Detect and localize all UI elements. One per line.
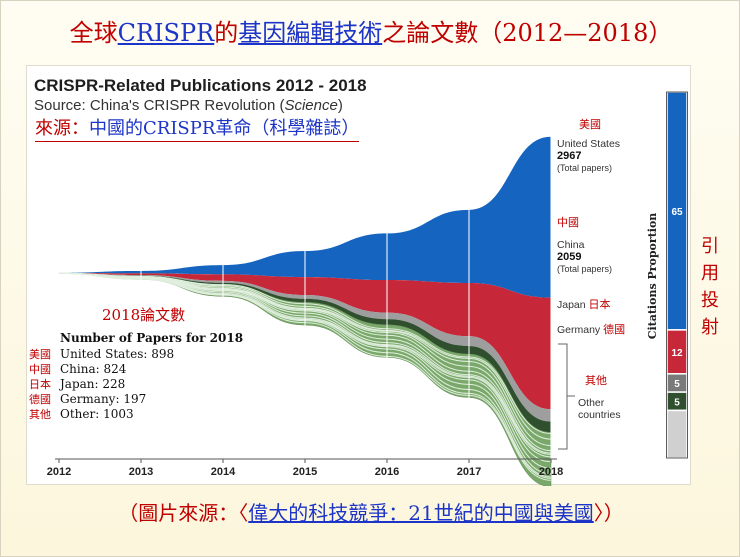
papers-row-label: United States (60, 347, 144, 361)
germany-name-zh: 德國 (603, 323, 626, 336)
papers-2018-list: United States: 898 China: 824 Japan: 228… (60, 347, 174, 422)
china-total-value: 2059 (557, 251, 582, 263)
citation-segment-other (666, 409, 688, 459)
japan-name-zh: 日本 (588, 298, 611, 311)
papers-row-label: Germany (60, 392, 116, 406)
other-label-zh: 其他 (585, 375, 607, 387)
x-tick-label: 2016 (375, 466, 399, 478)
japan-name: Japan (557, 299, 586, 311)
caption-suffix: 〉） (593, 501, 624, 525)
series-band-united-states (59, 136, 551, 298)
x-tick-label: 2018 (539, 466, 563, 478)
germany-label: Germany 德國 (557, 323, 626, 337)
citation-label-char: 用 (701, 263, 719, 284)
papers-row-zh: 德國 (29, 393, 51, 406)
other-countries-bracket (558, 343, 568, 450)
chinese-source-link[interactable]: 中國的CRISPR革命（科學雜誌） (89, 118, 360, 139)
papers-row-value: 1003 (103, 407, 134, 421)
papers-row-value: 197 (123, 392, 147, 406)
papers-2018-title: Number of Papers for 2018 (60, 331, 244, 345)
papers-row-label: Other (60, 407, 96, 421)
title-gene-editing-link[interactable]: 基因編輯技術 (238, 19, 383, 47)
japan-label: Japan 日本 (557, 298, 611, 312)
citation-segment-value: 12 (671, 348, 683, 359)
papers-row-zh: 其他 (29, 408, 51, 421)
other-countries-label: Other countries (578, 397, 621, 421)
chart-source-prefix: Source: China's CRISPR Revolution ( (34, 97, 285, 114)
citation-label-char: 射 (701, 317, 719, 338)
citation-label-char: 引 (701, 236, 719, 257)
x-tick-label: 2017 (457, 466, 481, 478)
title-crispr-link[interactable]: CRISPR (117, 19, 215, 47)
us-label-zh: 美國 (579, 119, 601, 131)
x-tick-label: 2015 (293, 466, 317, 478)
other-country-strand (58, 272, 552, 481)
citation-projection-label: 引 用 投 射 (693, 233, 727, 341)
slide-title: 全球CRISPR的基因編輯技術之論文數（2012—2018） (1, 13, 740, 48)
citation-segment-value: 65 (671, 207, 683, 218)
chart-source-suffix: ) (337, 97, 343, 114)
citation-segment-value: 5 (674, 397, 680, 408)
china-name-zh: 中國 (557, 216, 579, 229)
chart-source: Source: China's CRISPR Revolution (Scien… (34, 97, 343, 114)
papers-2018-countries-zh: 美國 中國 日本 德國 其他 (29, 347, 59, 422)
papers-row-label: China (60, 362, 96, 376)
chart-title: CRISPR-Related Publications 2012 - 2018 (34, 76, 367, 95)
caption-prefix: （圖片來源：〈 (118, 501, 249, 525)
image-source-caption: （圖片來源：〈偉大的科技競爭：21世紀的中國與美國〉） (1, 497, 740, 526)
papers-row: Other: 1003 (60, 407, 134, 421)
x-tick-label: 2014 (211, 466, 236, 478)
china-total-note: (Total papers) (557, 264, 613, 274)
us-name: United States (557, 138, 621, 150)
citation-bar-frame (666, 91, 688, 459)
caption-book-link[interactable]: 偉大的科技競爭：21世紀的中國與美國 (248, 501, 594, 525)
papers-row: United States: 898 (60, 347, 175, 361)
title-prefix: 全球 (69, 19, 118, 47)
us-total-note: (Total papers) (557, 163, 613, 173)
citations-axis-label: Citations Proportion (646, 213, 659, 340)
papers-row-value: 898 (151, 347, 175, 361)
other-name-zh: 其他 (585, 374, 607, 387)
papers-row-value: 824 (103, 362, 127, 376)
papers-row-zh: 美國 (29, 348, 51, 361)
series-band-china (59, 273, 551, 410)
title-suffix: 之論文數（2012—2018） (382, 19, 673, 47)
crispr-publications-chart: 2012 2013 2014 2015 2016 2017 2018 65 12 5 5 Citati… (47, 91, 688, 486)
title-particle: 的 (214, 19, 239, 47)
papers-row-value: 228 (102, 377, 126, 391)
chinese-source-prefix: 來源： (35, 118, 89, 139)
x-tick-label: 2012 (47, 466, 71, 478)
germany-name: Germany (557, 324, 601, 336)
chart-container: 2012 2013 2014 2015 2016 2017 2018 65 12 5 5 Citati… (26, 65, 691, 486)
china-name: China (557, 239, 585, 251)
citation-label-char: 投 (701, 290, 719, 311)
us-name-zh: 美國 (579, 118, 601, 131)
china-label-zh: 中國 (557, 217, 579, 229)
chart-source-journal: Science (284, 97, 338, 114)
us-total-value: 2967 (557, 150, 582, 162)
papers-2018-heading-zh: 2018論文數 (102, 306, 186, 324)
x-tick-label: 2013 (129, 466, 153, 478)
us-total-label: United States 2967 (Total papers) (557, 138, 620, 174)
citation-segment-value: 5 (674, 379, 680, 390)
papers-row: China: 824 (60, 362, 127, 376)
papers-row: Japan: 228 (60, 377, 126, 391)
china-total-label: China 2059 (Total papers) (557, 239, 612, 275)
papers-row-zh: 中國 (29, 363, 51, 376)
papers-row-label: Japan (60, 377, 95, 391)
chinese-source-line: 來源：中國的CRISPR革命（科學雜誌） (35, 114, 360, 142)
papers-row-zh: 日本 (29, 378, 51, 391)
papers-row: Germany: 197 (60, 392, 147, 406)
